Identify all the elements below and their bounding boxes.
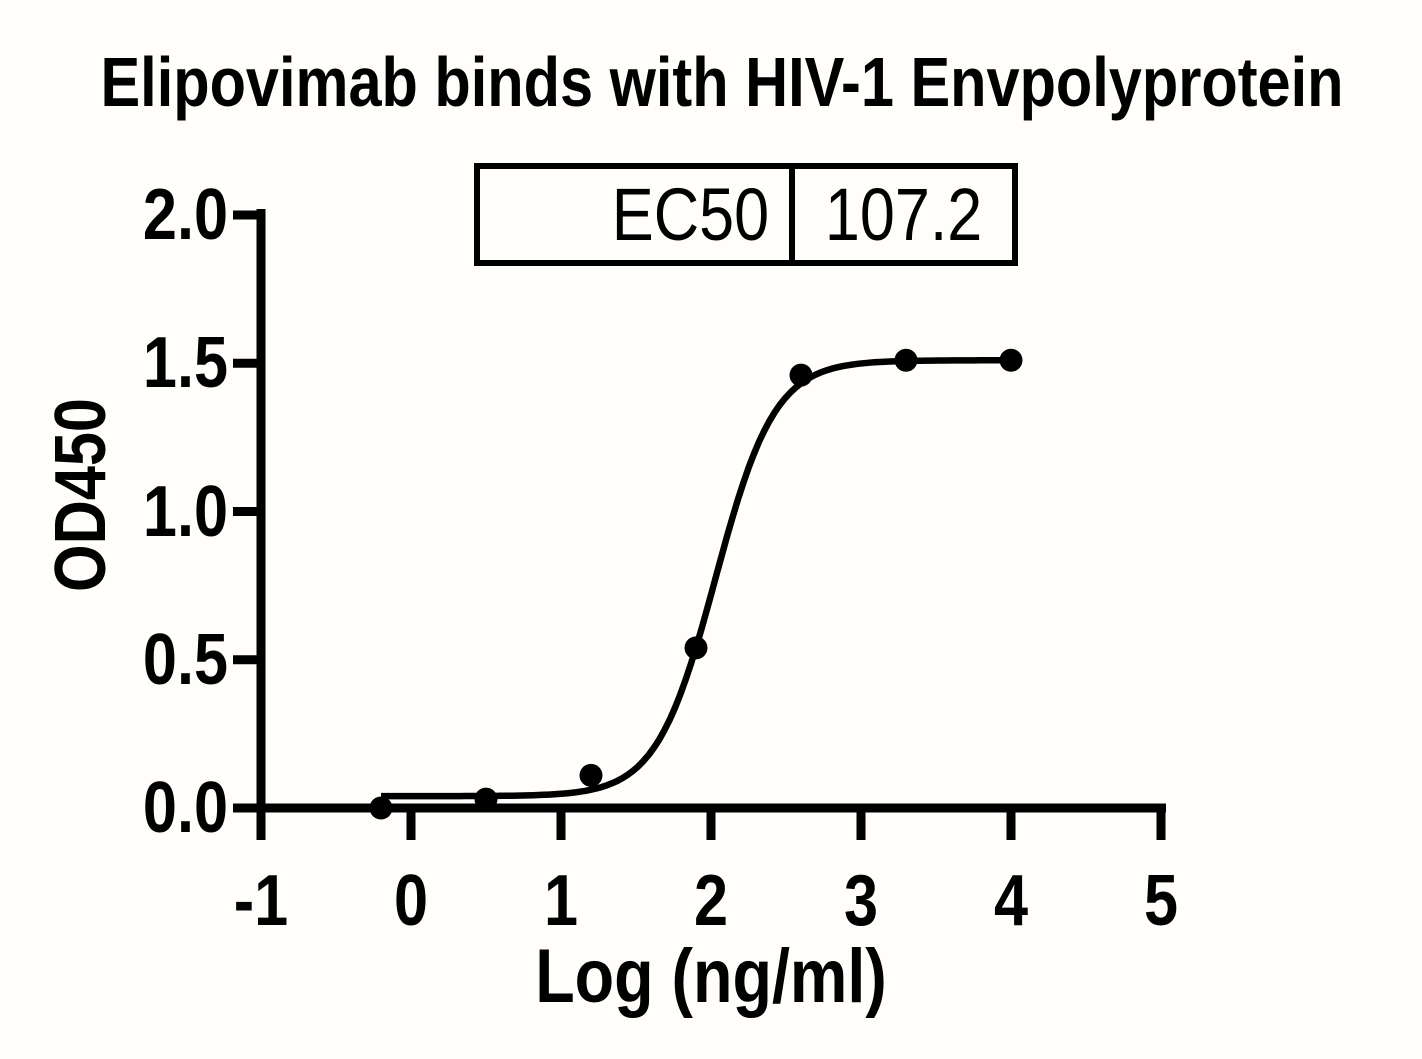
- data-point-4: [684, 636, 708, 660]
- data-point-7: [999, 348, 1023, 372]
- y-tick-label-0.5: 0.5: [142, 619, 228, 700]
- y-tick-label-0.0: 0.0: [142, 768, 228, 848]
- x-tick-label-2: 2: [693, 861, 729, 941]
- x-tick-label-1: 1: [543, 861, 579, 941]
- x-tick-label-5: 5: [1143, 861, 1179, 941]
- y-tick-label-1.0: 1.0: [142, 471, 228, 552]
- x-axis-title: Log (ng/ml): [535, 934, 887, 1019]
- data-point-3: [579, 763, 603, 787]
- y-tick-label-1.5: 1.5: [142, 323, 228, 404]
- ec50-label: EC50: [611, 172, 769, 256]
- x-tick-label-4: 4: [993, 861, 1029, 941]
- ec50-label-cell: EC50: [480, 169, 795, 260]
- data-point-6: [894, 348, 918, 372]
- ec50-value: 107.2: [824, 172, 983, 256]
- data-point-5: [789, 363, 813, 387]
- fit-curve: [381, 357, 1011, 800]
- ec50-value-cell: 107.2: [795, 169, 1012, 260]
- data-point-2: [474, 787, 498, 811]
- x-tick-label-0: 0: [393, 861, 429, 941]
- x-tick-label-3: 3: [843, 861, 879, 941]
- data-point-1: [369, 796, 393, 820]
- x-tick-label--1: -1: [233, 861, 289, 941]
- ec50-table: EC50 107.2: [474, 163, 1018, 266]
- chart-title: Elipovimab binds with HIV-1 Envpolyprote…: [100, 43, 1344, 121]
- y-tick-label-2.0: 2.0: [142, 175, 228, 255]
